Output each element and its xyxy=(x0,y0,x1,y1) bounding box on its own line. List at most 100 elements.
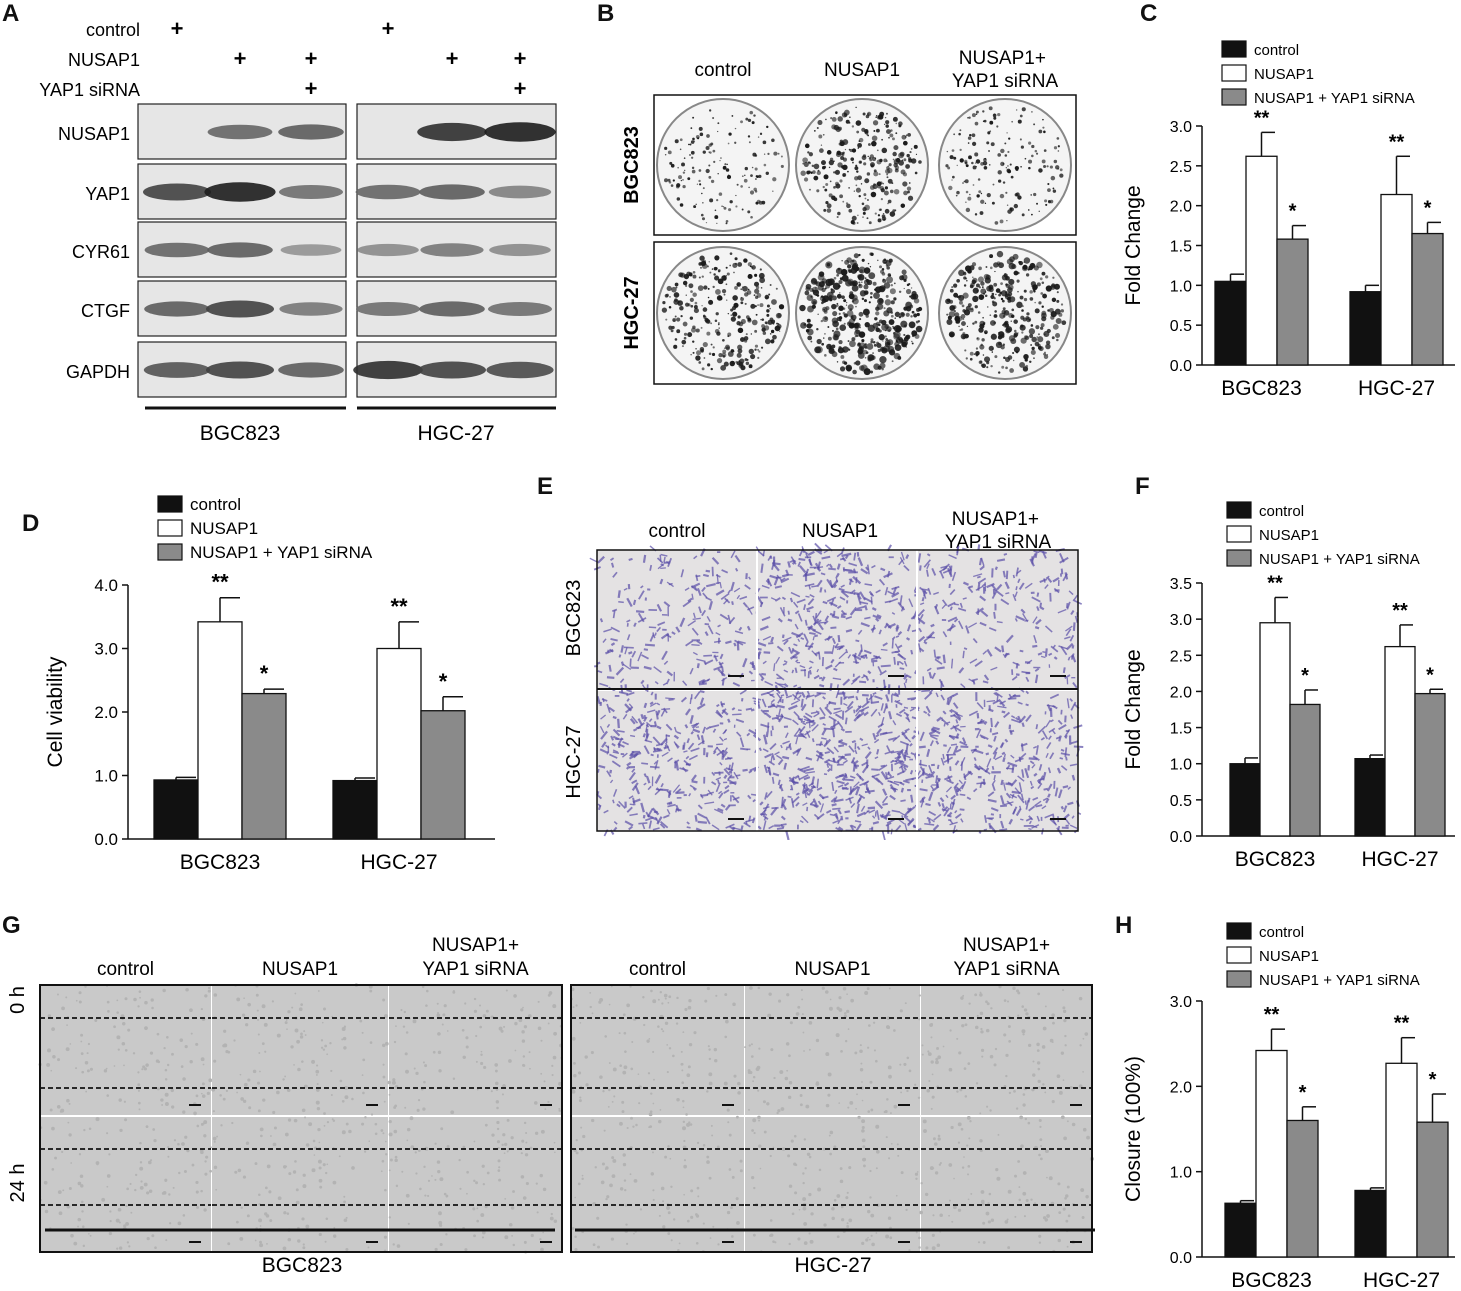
colony-dot xyxy=(681,339,687,345)
colony-dot xyxy=(723,361,729,367)
colony-dot xyxy=(866,343,874,350)
stained-cell xyxy=(845,615,853,620)
colony-dot xyxy=(1058,312,1063,317)
cell-speck xyxy=(146,1236,150,1241)
stained-cell xyxy=(612,610,616,619)
colony-dot xyxy=(845,119,850,124)
stained-cell xyxy=(612,715,617,720)
colony-dot xyxy=(988,286,992,290)
stained-cell xyxy=(937,801,942,807)
stained-cell xyxy=(820,572,826,576)
colony-dot xyxy=(811,277,817,284)
cell-speck xyxy=(596,1216,600,1220)
cell-speck xyxy=(59,1110,63,1113)
cell-speck xyxy=(731,1175,735,1179)
stained-cell xyxy=(626,634,631,641)
stained-cell xyxy=(767,766,772,776)
panel-letter-c: C xyxy=(1140,0,1158,27)
colony-dot xyxy=(1047,182,1050,186)
colony-dot xyxy=(766,313,770,317)
colony-dot xyxy=(851,284,859,292)
stained-cell xyxy=(947,567,953,578)
colony-dot xyxy=(871,140,877,147)
cell-speck xyxy=(867,1209,871,1214)
cell-speck xyxy=(525,1181,529,1186)
colony-dot xyxy=(978,360,983,365)
stained-cell xyxy=(836,605,842,609)
cell-speck xyxy=(872,1021,876,1024)
colony-dot xyxy=(711,268,714,270)
colony-dot xyxy=(679,148,682,151)
stained-cell xyxy=(932,824,940,831)
colony-dot xyxy=(997,153,1001,157)
cell-speck xyxy=(612,1159,617,1163)
stained-cell xyxy=(994,566,998,571)
cell-speck xyxy=(638,1102,641,1105)
cell-speck xyxy=(69,1043,72,1045)
colony-dot xyxy=(703,285,708,290)
cell-speck xyxy=(313,1154,316,1156)
colony-dot xyxy=(874,317,878,321)
cell-speck xyxy=(180,1065,184,1068)
cell-speck xyxy=(622,1070,627,1075)
colony-dot xyxy=(1014,329,1017,333)
stained-cell xyxy=(833,796,838,803)
cell-speck xyxy=(809,1239,814,1244)
cell-speck xyxy=(611,1156,615,1160)
cell-speck xyxy=(758,1119,761,1122)
stained-cell xyxy=(626,806,633,813)
stained-cell xyxy=(812,618,820,626)
cell-speck xyxy=(528,1051,531,1054)
stained-cell xyxy=(610,642,616,647)
stained-cell xyxy=(612,751,620,755)
stained-cell xyxy=(656,603,663,612)
stained-cell xyxy=(618,600,624,604)
stained-cell xyxy=(954,603,959,606)
stained-cell xyxy=(894,700,903,706)
stained-cell xyxy=(910,615,916,620)
colony-dot xyxy=(759,303,764,308)
colony-dot xyxy=(879,285,886,292)
cell-speck xyxy=(757,1115,761,1120)
stained-cell xyxy=(649,564,653,571)
cell-line-label: BGC823 xyxy=(200,422,281,445)
cell-speck xyxy=(869,1080,873,1084)
stained-cell xyxy=(930,819,935,823)
stained-cell xyxy=(986,758,992,768)
stained-cell xyxy=(904,823,908,832)
colony-dot xyxy=(1050,315,1055,320)
colony-dot xyxy=(905,164,910,169)
colony-dot xyxy=(975,110,979,114)
stained-cell xyxy=(611,760,621,768)
colony-dot xyxy=(754,329,758,333)
stained-cell xyxy=(654,632,657,636)
stained-cell xyxy=(1045,752,1049,758)
cell-speck xyxy=(498,1178,502,1182)
cell-speck xyxy=(193,1111,197,1116)
cell-speck xyxy=(668,1047,672,1050)
stained-cell xyxy=(918,643,922,653)
stained-cell xyxy=(673,734,680,740)
stained-cell xyxy=(803,718,809,722)
cell-speck xyxy=(551,1074,554,1077)
colony-dot xyxy=(705,222,708,224)
stained-cell xyxy=(631,715,639,724)
colony-dot xyxy=(972,141,977,146)
stained-cell xyxy=(930,734,939,737)
cell-speck xyxy=(642,996,645,999)
colony-dot xyxy=(826,262,831,267)
cell-speck xyxy=(465,1045,469,1049)
colony-dot xyxy=(682,321,688,327)
cell-speck xyxy=(842,986,847,991)
cell-speck xyxy=(502,1133,506,1137)
stained-cell xyxy=(1003,711,1011,719)
cell-speck xyxy=(88,1127,92,1131)
cell-speck xyxy=(78,991,82,995)
colony-dot xyxy=(747,273,753,280)
stained-cell xyxy=(689,784,697,791)
colony-dot xyxy=(693,305,698,309)
colony-dot xyxy=(862,211,866,215)
cell-speck xyxy=(286,1088,291,1092)
stained-cell xyxy=(1060,765,1068,771)
cell-speck xyxy=(589,1005,592,1009)
